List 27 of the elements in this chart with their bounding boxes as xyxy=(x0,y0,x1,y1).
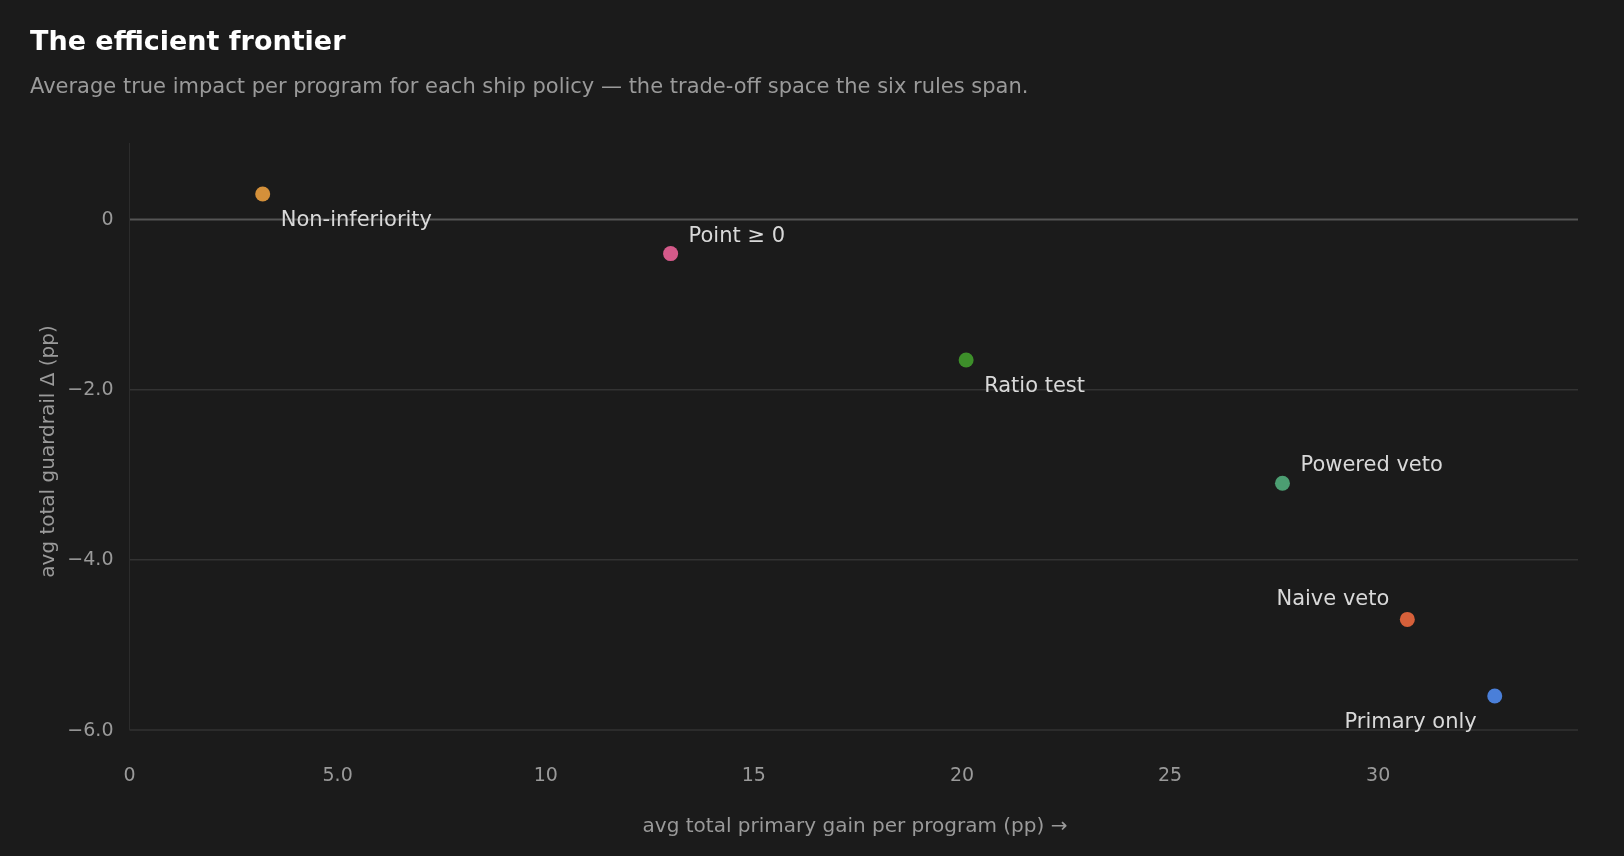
chart-title: The efficient frontier xyxy=(30,25,347,56)
series-label: Ratio test xyxy=(984,372,1086,397)
y-tick-label: −4.0 xyxy=(67,547,114,570)
chart-subtitle: Average true impact per program for each ship policy — the trade-off space the six rules span. xyxy=(30,74,1029,98)
x-tick-label: 20 xyxy=(949,763,975,785)
point xyxy=(1274,475,1290,491)
y-tick-label: −2.0 xyxy=(67,377,114,400)
x-tick-label: 25 xyxy=(1158,763,1183,785)
y-tick-label: 0 xyxy=(101,207,114,230)
series-label: Point ≥ 0 xyxy=(688,222,786,247)
x-tick-label: 10 xyxy=(533,763,558,785)
series-label: Powered veto xyxy=(1300,452,1443,477)
point xyxy=(958,352,974,368)
point xyxy=(255,186,271,202)
y-tick-label: −6.0 xyxy=(67,717,114,740)
x-axis-title: avg total primary gain per program (pp) → xyxy=(642,813,1068,837)
point xyxy=(1487,688,1503,704)
x-tick-label: 30 xyxy=(1366,763,1391,785)
x-tick-label: 0 xyxy=(123,763,136,785)
y-axis-title: avg total guardrail Δ (pp) xyxy=(35,325,59,578)
x-tick-label: 5.0 xyxy=(322,763,353,785)
point xyxy=(1399,611,1415,627)
point xyxy=(663,246,679,262)
series-label: Primary only xyxy=(1344,708,1477,733)
series-label: Naive veto xyxy=(1276,586,1390,611)
series-label: Non-inferiority xyxy=(280,207,433,232)
x-tick-label: 15 xyxy=(741,763,766,785)
